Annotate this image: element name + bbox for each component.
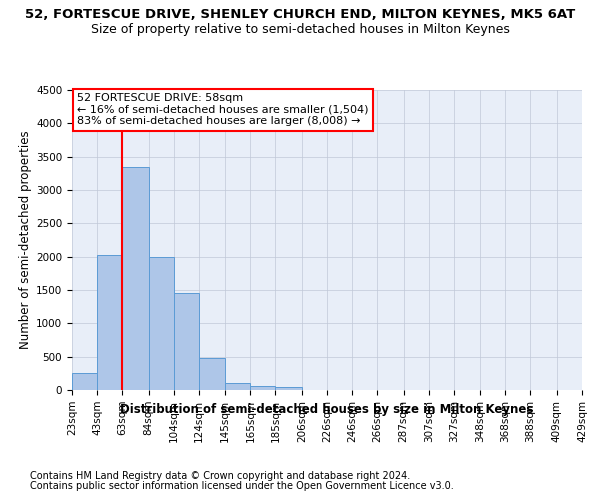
Bar [149, 256, 174, 390]
Bar [72, 374, 97, 390]
Text: Distribution of semi-detached houses by size in Milton Keynes: Distribution of semi-detached houses by … [121, 402, 533, 415]
Bar [97, 256, 122, 390]
Y-axis label: Number of semi-detached properties: Number of semi-detached properties [19, 130, 32, 350]
Bar [199, 358, 225, 390]
Text: 52, FORTESCUE DRIVE, SHENLEY CHURCH END, MILTON KEYNES, MK5 6AT: 52, FORTESCUE DRIVE, SHENLEY CHURCH END,… [25, 8, 575, 20]
Text: 52 FORTESCUE DRIVE: 58sqm
← 16% of semi-detached houses are smaller (1,504)
83% : 52 FORTESCUE DRIVE: 58sqm ← 16% of semi-… [77, 93, 368, 126]
Bar [250, 386, 275, 390]
Text: Contains public sector information licensed under the Open Government Licence v3: Contains public sector information licen… [30, 481, 454, 491]
Text: Size of property relative to semi-detached houses in Milton Keynes: Size of property relative to semi-detach… [91, 22, 509, 36]
Bar [275, 386, 302, 390]
Bar [174, 292, 199, 390]
Text: Contains HM Land Registry data © Crown copyright and database right 2024.: Contains HM Land Registry data © Crown c… [30, 471, 410, 481]
Bar [122, 166, 149, 390]
Bar [225, 384, 250, 390]
